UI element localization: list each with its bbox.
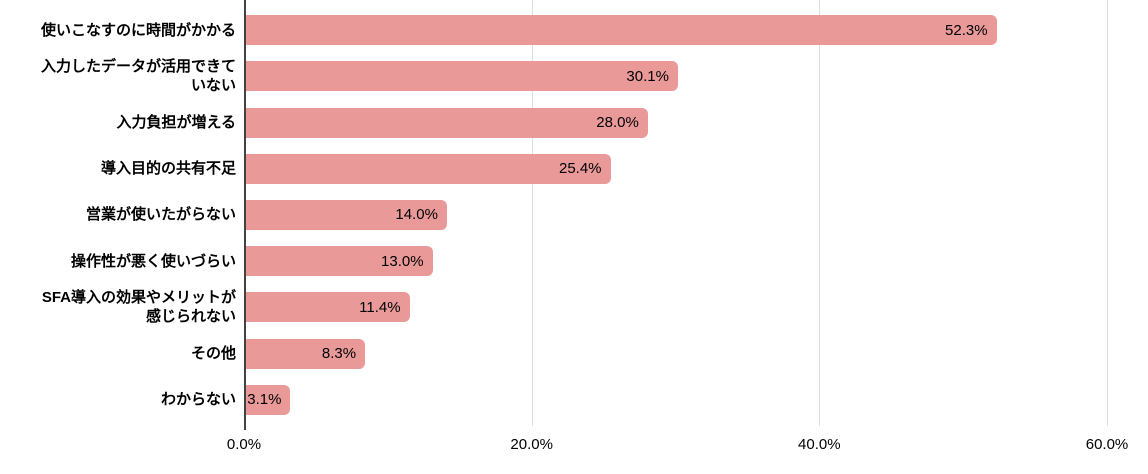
x-tick-label: 0.0% bbox=[226, 436, 262, 453]
value-label: 30.1% bbox=[626, 67, 669, 85]
value-label: 11.4% bbox=[359, 298, 401, 316]
category-label: わからない bbox=[160, 391, 236, 409]
bar: 8.3% bbox=[246, 338, 366, 369]
bar: 25.4% bbox=[246, 153, 611, 184]
bar: 52.3% bbox=[246, 15, 997, 46]
bar-track: 3.1% bbox=[246, 384, 1148, 415]
category-label: 入力したデータが活用できて いない bbox=[40, 58, 236, 95]
bar-track: 13.0% bbox=[246, 246, 1148, 277]
chart-rows: 使いこなすのに時間がかかる 52.3% 入力したデータが活用できて いない 30… bbox=[0, 7, 1148, 423]
y-axis-line bbox=[244, 0, 246, 430]
chart-row: 操作性が悪く使いづらい 13.0% bbox=[0, 238, 1148, 284]
bar: 11.4% bbox=[246, 292, 410, 323]
value-label: 13.0% bbox=[381, 252, 424, 270]
bar-track: 11.4% bbox=[246, 292, 1148, 323]
category-label: 使いこなすのに時間がかかる bbox=[40, 21, 236, 39]
bar: 28.0% bbox=[246, 107, 648, 138]
bar-track: 52.3% bbox=[246, 15, 1148, 46]
category-label: 入力負担が増える bbox=[116, 114, 236, 132]
category-label: 営業が使いたがらない bbox=[85, 206, 236, 224]
chart-row: 使いこなすのに時間がかかる 52.3% bbox=[0, 7, 1148, 53]
chart-row: 営業が使いたがらない 14.0% bbox=[0, 192, 1148, 238]
value-label: 3.1% bbox=[247, 391, 282, 409]
chart-row: その他 8.3% bbox=[0, 331, 1148, 377]
value-label: 8.3% bbox=[321, 345, 357, 363]
category-label: その他 bbox=[190, 345, 236, 363]
value-label: 52.3% bbox=[945, 21, 988, 39]
gridline bbox=[531, 0, 533, 426]
chart-row: 入力したデータが活用できて いない 30.1% bbox=[0, 53, 1148, 99]
bar: 3.1% bbox=[246, 384, 291, 415]
bar: 13.0% bbox=[246, 246, 433, 277]
chart-row: 導入目的の共有不足 25.4% bbox=[0, 146, 1148, 192]
x-tick-label: 60.0% bbox=[1085, 436, 1129, 453]
chart-row: SFA導入の効果やメリットが 感じられない 11.4% bbox=[0, 284, 1148, 330]
bar-track: 30.1% bbox=[246, 61, 1148, 92]
bar: 14.0% bbox=[246, 199, 447, 230]
bar-track: 25.4% bbox=[246, 153, 1148, 184]
x-tick-label: 20.0% bbox=[510, 436, 553, 453]
category-label: SFA導入の効果やメリットが 感じられない bbox=[41, 289, 236, 326]
category-label: 導入目的の共有不足 bbox=[100, 160, 236, 178]
bar-track: 8.3% bbox=[246, 338, 1148, 369]
x-tick-label: 40.0% bbox=[798, 436, 841, 453]
chart-row: 入力負担が増える 28.0% bbox=[0, 99, 1148, 145]
bar: 30.1% bbox=[246, 61, 678, 92]
value-label: 25.4% bbox=[558, 160, 602, 178]
value-label: 14.0% bbox=[395, 206, 438, 224]
chart-row: わからない 3.1% bbox=[0, 377, 1148, 423]
gridline bbox=[819, 0, 821, 426]
x-axis-ticks: 0.0% 20.0% 40.0% 60.0% bbox=[227, 430, 1148, 474]
value-label: 28.0% bbox=[596, 114, 639, 132]
category-label: 操作性が悪く使いづらい bbox=[70, 252, 236, 270]
gridline bbox=[1107, 0, 1108, 426]
plot-area bbox=[244, 0, 1148, 430]
bar-track: 14.0% bbox=[246, 199, 1148, 230]
bar-track: 28.0% bbox=[246, 107, 1148, 138]
